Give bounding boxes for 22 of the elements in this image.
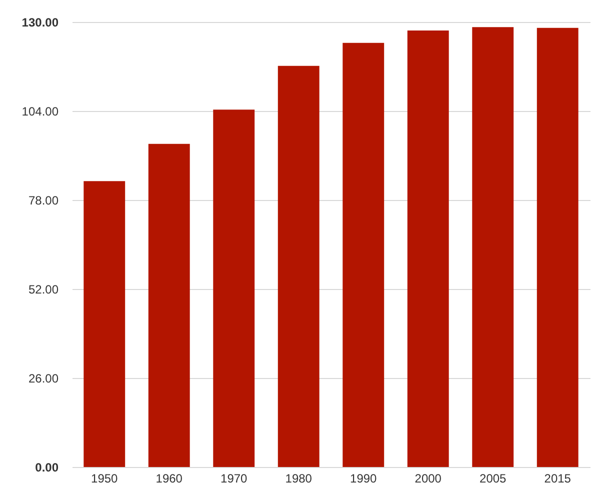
x-tick-label: 2000 [414, 472, 442, 486]
x-tick-label: 1980 [285, 472, 312, 486]
bar [84, 181, 126, 467]
x-tick-label: 1970 [220, 472, 248, 486]
x-tick-label: 1990 [350, 472, 378, 486]
bar [342, 42, 384, 467]
bar [213, 110, 255, 467]
x-tick-label: 2005 [480, 472, 507, 486]
x-tick-label: 1960 [156, 472, 183, 486]
y-tick-label: 78.00 [28, 194, 59, 208]
y-tick-label: 0.00 [35, 460, 59, 474]
bar [472, 27, 514, 467]
x-tick-label: 2015 [544, 472, 572, 486]
y-tick-label: 52.00 [28, 282, 59, 296]
y-tick-label: 26.00 [28, 372, 59, 386]
bar [148, 144, 190, 467]
bar [278, 66, 320, 467]
bar [407, 30, 449, 467]
bar [536, 28, 578, 467]
y-tick-label: 130.00 [22, 16, 59, 30]
y-tick-label: 104.00 [22, 104, 59, 118]
x-tick-label: 1950 [91, 472, 118, 486]
